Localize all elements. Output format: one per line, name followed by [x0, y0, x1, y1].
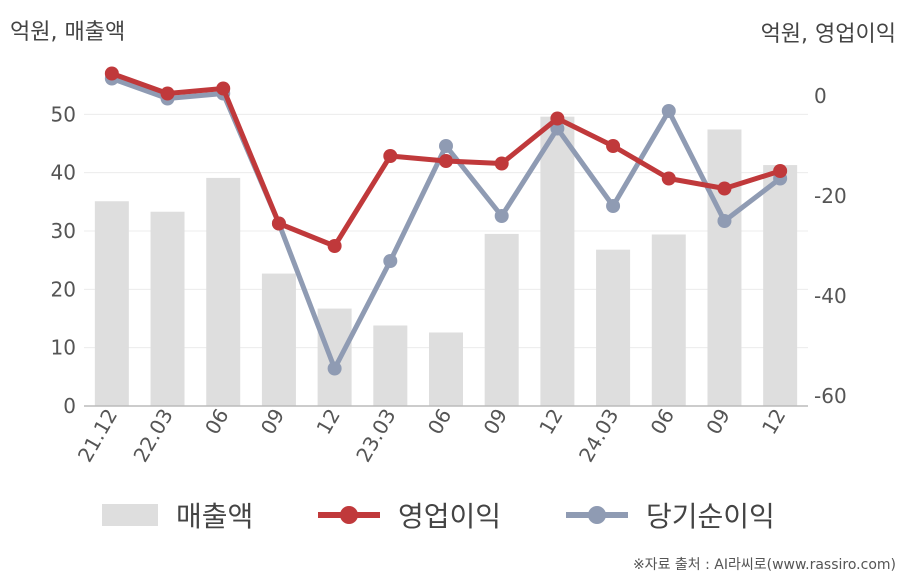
legend-item-net-income: 당기순이익 [566, 490, 775, 540]
x-axis-ticks: 21.12 22.03 06 09 12 23.03 06 09 12 24.03 06 09 12 [73, 405, 791, 467]
left-axis-ticks: 0 10 20 30 40 50 [51, 102, 76, 418]
right-axis-unit: 억원, 영업이익 [760, 22, 896, 47]
operating-profit-point [606, 139, 621, 153]
operating-profit-point [160, 86, 175, 101]
revenue-bar [596, 249, 631, 406]
legend: 매출액 영업이익 당기순이익 [0, 490, 908, 540]
operating-profit-point [216, 81, 231, 96]
profit-lines [104, 66, 788, 376]
x-tick-label: 12 [311, 405, 345, 439]
x-tick-label: 12 [757, 405, 791, 439]
operating-profit-point [494, 156, 509, 171]
revenue-bar [707, 129, 742, 406]
net-income-point [439, 139, 453, 153]
revenue-bar [763, 165, 798, 406]
left-tick-label: 20 [51, 277, 76, 301]
legend-label-operating-profit: 영업이익 [398, 500, 502, 533]
legend-label-revenue: 매출액 [176, 500, 254, 533]
x-tick-label: 24.03 [574, 405, 623, 467]
x-tick-label: 06 [423, 405, 457, 439]
revenue-bar [261, 273, 296, 406]
x-tick-label: 06 [646, 405, 680, 439]
left-axis-unit: 억원, 매출액 [10, 20, 126, 45]
left-tick-label: 10 [51, 336, 76, 360]
revenue-bar [373, 325, 408, 406]
legend-swatch-operating-profit [318, 504, 380, 526]
x-tick-label: 22.03 [128, 405, 177, 467]
operating-profit-point [773, 164, 788, 178]
x-tick-label: 23.03 [351, 405, 400, 467]
left-tick-label: 0 [63, 394, 76, 418]
operating-profit-point [104, 66, 119, 81]
net-income-point [327, 361, 342, 376]
right-tick-label: -40 [814, 284, 847, 308]
revenue-bars [94, 116, 798, 407]
net-income-point [606, 199, 621, 213]
operating-profit-point [439, 154, 453, 168]
net-income-point [550, 121, 565, 136]
right-tick-label: -20 [814, 184, 847, 208]
net-income-point [717, 214, 732, 228]
revenue-bar [484, 233, 519, 406]
legend-item-revenue: 매출액 [102, 490, 253, 540]
legend-label-net-income: 당기순이익 [646, 500, 775, 533]
left-tick-label: 40 [51, 161, 76, 185]
left-tick-label: 50 [51, 102, 76, 126]
net-income-point [661, 104, 676, 118]
revenue-bar [540, 116, 575, 407]
source-note: ※자료 출처 : AI라씨로(www.rassiro.com) [632, 557, 896, 573]
revenue-bar [317, 308, 352, 406]
revenue-bar [651, 234, 686, 406]
x-tick-label: 21.12 [73, 405, 122, 467]
x-tick-label: 12 [534, 405, 568, 439]
legend-swatch-net-income [566, 504, 628, 526]
operating-profit-point [327, 239, 342, 253]
x-tick-label: 06 [200, 405, 234, 439]
operating-profit-point [717, 181, 732, 196]
x-tick-label: 09 [256, 405, 290, 439]
x-tick-label: 09 [479, 405, 513, 439]
revenue-bar [206, 177, 241, 406]
operating-profit-point [550, 111, 565, 126]
operating-profit-point [383, 149, 398, 163]
revenue-bar [150, 211, 185, 406]
revenue-bar [94, 201, 129, 406]
net-income-point [383, 254, 398, 268]
operating-profit-point [661, 171, 676, 186]
left-tick-label: 30 [51, 219, 76, 243]
right-tick-label: -60 [814, 384, 847, 408]
revenue-bar [429, 332, 463, 406]
right-axis-ticks: 0 -20 -40 -60 [814, 84, 847, 408]
legend-swatch-revenue [102, 504, 158, 526]
net-income-point [494, 209, 509, 223]
x-tick-label: 09 [701, 405, 735, 439]
operating-profit-point [271, 216, 286, 231]
right-tick-label: 0 [814, 84, 827, 108]
legend-item-operating-profit: 영업이익 [318, 490, 501, 540]
